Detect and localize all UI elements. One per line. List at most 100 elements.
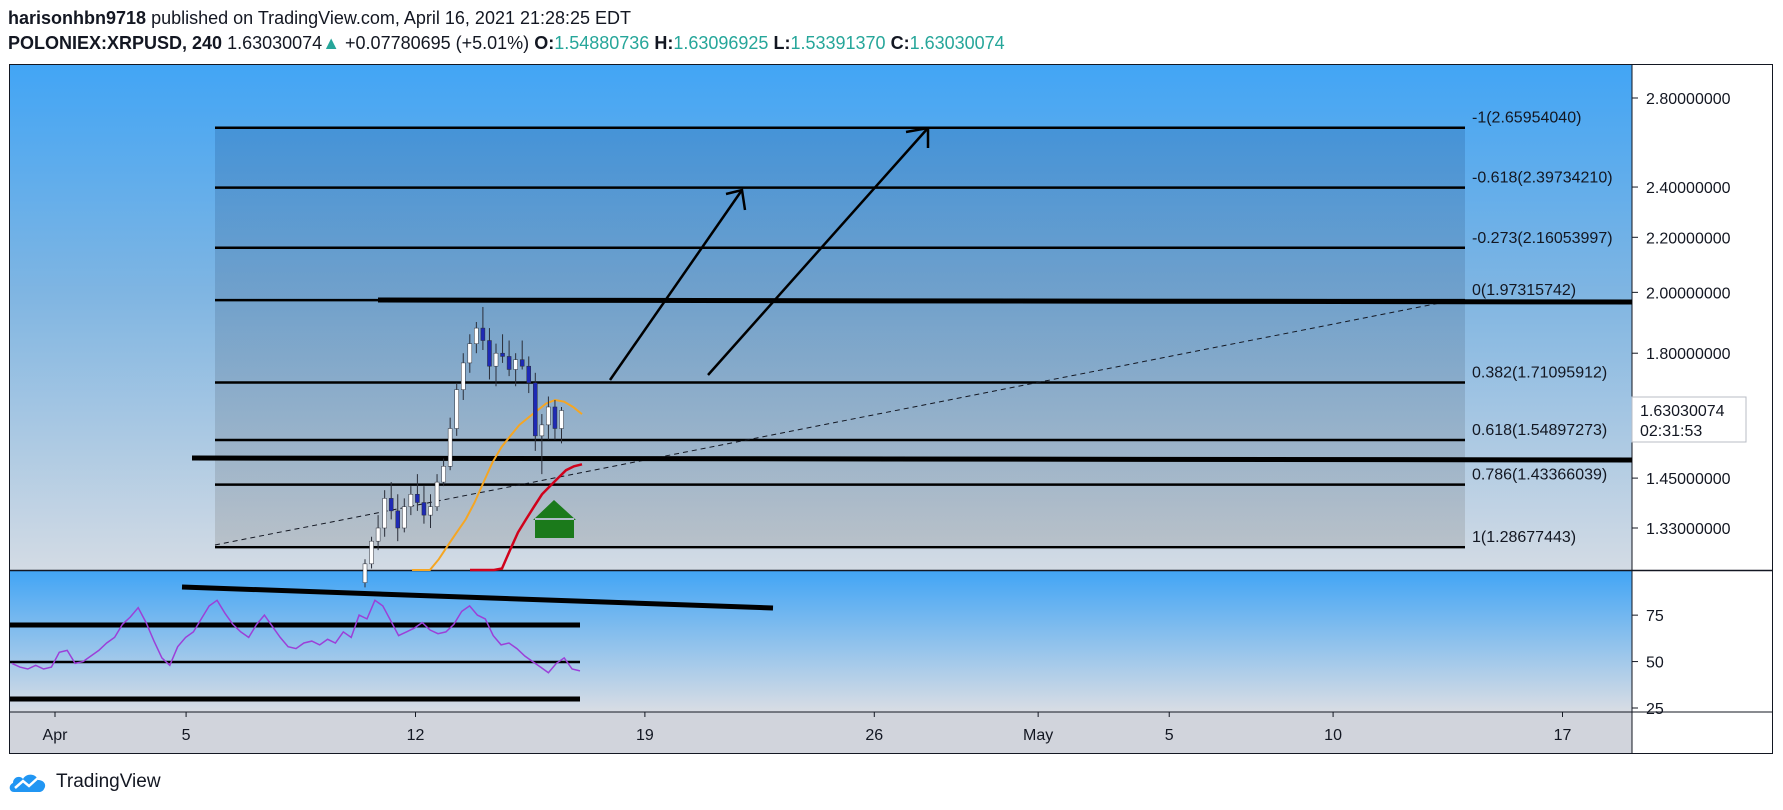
chart-frame [9,64,1773,754]
arrow-target-2[interactable] [707,126,930,376]
fib-level-label: 0.382(1.71095912) [1472,365,1607,382]
price-tick-label: 1.80000000 [1646,346,1731,363]
fib-level-label: 0(1.97315742) [1472,282,1576,299]
fib-zone [215,128,1465,545]
candle-body [461,362,466,390]
candle-body [526,365,531,384]
time-axis[interactable]: Apr 5 12 19 26 May 5 10 17 [43,712,1572,744]
candle-body [506,356,512,370]
open-label: O: [534,33,555,53]
time-tick-label: May [1023,727,1053,744]
candle-body [382,498,387,529]
candle-body [395,510,400,529]
candle-body [467,343,473,364]
time-tick-label: 10 [1324,727,1342,744]
candle-body [441,466,446,483]
candle-countdown: 02:31:53 [1640,423,1702,440]
fib-level-label: 1(1.28677443) [1472,529,1576,546]
time-axis-corner [1632,712,1772,754]
price-axis[interactable]: 2.80000000 2.40000000 2.20000000 2.00000000… [1632,91,1731,538]
price-tick-label: 2.20000000 [1646,230,1731,247]
price-tick-label: 1.33000000 [1646,521,1731,538]
candle-body [362,563,368,583]
candle-body [533,382,538,437]
arrow-target-1[interactable] [608,188,747,381]
time-tick-label: 26 [865,727,883,744]
dashed-trendline[interactable] [214,301,1446,546]
change-up-icon: ▲ [322,33,341,53]
current-price-label: 1.63030074 02:31:53 [1631,396,1747,443]
ma-slow-line [470,463,583,572]
candle-body [434,481,440,507]
publish-info: harisonhbn9718 published on TradingView.… [8,8,631,29]
time-tick-label: 12 [407,727,425,744]
rsi-trendline[interactable] [181,584,774,611]
fib-level-label: 0.618(1.54897273) [1472,422,1607,439]
rsi-tick-label: 25 [1646,701,1664,718]
candle-body [375,527,381,542]
candle-body [546,406,551,426]
low-label: L: [773,33,791,53]
candle-body [519,359,525,367]
low-value: 1.53391370 [790,33,886,53]
author-name[interactable]: harisonhbn9718 [8,8,147,28]
high-label: H: [654,33,674,53]
time-tick-label: 5 [182,727,191,744]
candle-body [447,428,453,467]
rsi-axis[interactable]: 75 50 25 [1632,608,1664,718]
rsi-tick-label: 50 [1646,655,1664,672]
tradingview-logo[interactable]: TradingView [8,770,161,794]
green-arrow-up-icon [533,500,576,538]
rsi-tick-label: 75 [1646,608,1664,625]
candle-body [552,406,558,429]
rsi-line [11,599,581,674]
symbol-name: POLONIEX:XRPUSD, 240 [8,33,223,53]
candle-body [539,424,545,437]
candle-body [415,494,420,503]
candle-body [493,352,499,367]
time-tick-label: 5 [1165,727,1174,744]
resistance-line[interactable] [377,297,1633,305]
candle-body [487,340,492,367]
tradingview-cloud-icon [9,774,46,792]
rsi-axis-background [1632,571,1772,712]
candle-body [480,327,486,341]
time-tick-label: 19 [636,727,654,744]
price-tick-label: 1.45000000 [1646,471,1731,488]
fib-level-label: -0.618(2.39734210) [1472,170,1613,187]
ma-fast-line [412,398,583,571]
time-tick-label: Apr [43,727,69,744]
close-label: C: [890,33,910,53]
candle-body [408,494,414,507]
time-axis-background [10,712,1632,754]
tradingview-brand: TradingView [56,771,161,792]
fib-level-label: -1(2.65954040) [1472,110,1581,127]
last-price: 1.63030074 [227,33,323,53]
candle-body [500,352,505,357]
candle-body [402,506,407,529]
rsi-pane[interactable] [10,571,1772,712]
price-tick-label: 2.00000000 [1646,285,1731,302]
fib-level-label: -0.273(2.16053997) [1472,230,1613,247]
candle-body [559,410,564,429]
high-value: 1.63096925 [673,33,769,53]
price-tick-label: 2.40000000 [1646,180,1731,197]
price-tick-label: 2.80000000 [1646,91,1731,108]
time-tick-label: 17 [1554,727,1572,744]
support-line[interactable] [191,455,1633,463]
candle-body [454,389,459,429]
candle-body [513,359,518,370]
price-axis-background [1632,65,1772,570]
candle-body [369,540,374,565]
close-value: 1.63030074 [909,33,1005,53]
candle-body [388,498,394,512]
candle-body [474,327,479,344]
price-change: +0.07780695 (+5.01%) [345,33,530,53]
candle-body [421,502,427,516]
rsi-pane-background [10,571,1632,712]
open-value: 1.54880736 [554,33,650,53]
published-text: published on TradingView.com, April 16, … [151,8,632,28]
fib-level-label: 0.786(1.43366039) [1472,467,1607,484]
symbol-info: POLONIEX:XRPUSD, 240 1.63030074▲ +0.0778… [8,33,1005,54]
